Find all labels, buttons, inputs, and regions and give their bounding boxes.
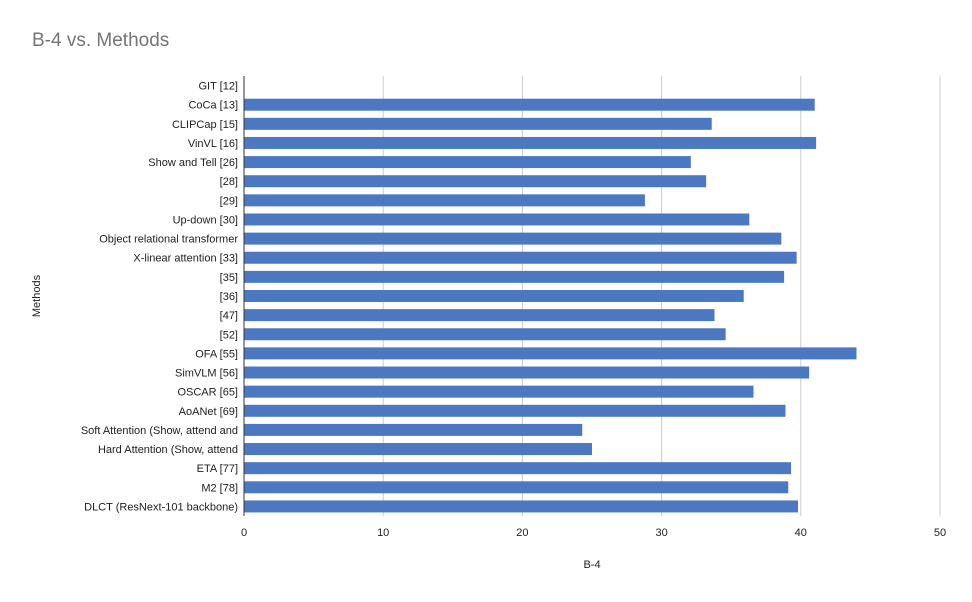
category-label: CLIPCap [15] (172, 119, 238, 131)
category-label: SimVLM [56] (175, 368, 238, 380)
bar (244, 194, 645, 207)
category-label: OFA [55] (195, 348, 238, 360)
x-tick-label: 50 (934, 527, 946, 539)
category-label: DLCT (ResNext-101 backbone) (84, 501, 238, 513)
chart-title: B-4 vs. Methods (32, 30, 170, 51)
category-label: X-linear attention [33] (133, 253, 238, 265)
category-label: [28] (220, 176, 238, 188)
category-label: Hard Attention (Show, attend (98, 444, 238, 456)
bar (244, 423, 583, 436)
bar (244, 156, 691, 169)
category-label: OSCAR [65] (177, 387, 238, 399)
bar (244, 500, 799, 513)
bar (244, 98, 815, 111)
category-label: ETA [77] (197, 463, 238, 475)
x-tick-label: 20 (516, 527, 528, 539)
y-axis-title: Methods (31, 274, 43, 317)
bar (244, 309, 715, 322)
category-label: [36] (220, 291, 238, 303)
x-tick-labels: 0 10 20 30 40 50 (241, 527, 946, 539)
bar (244, 117, 712, 130)
category-label: Up-down [30] (173, 214, 238, 226)
bar (244, 462, 792, 475)
category-label: AoANet [69] (179, 406, 238, 418)
category-label: CoCa [13] (188, 100, 238, 112)
bar (244, 347, 857, 360)
bar (244, 213, 750, 226)
category-label: Soft Attention (Show, attend and (81, 425, 238, 437)
bar (244, 175, 707, 188)
x-axis-title: B-4 (583, 559, 600, 571)
category-label: GIT [12] (198, 81, 238, 93)
category-label: Show and Tell [26] (148, 157, 238, 169)
category-label: [47] (220, 310, 238, 322)
x-tick-label: 40 (795, 527, 807, 539)
bar (244, 270, 785, 283)
category-label: Object relational transformer (99, 234, 238, 246)
category-label: [52] (220, 329, 238, 341)
x-tick-label: 30 (655, 527, 667, 539)
bar (244, 290, 744, 302)
category-label: [35] (220, 272, 238, 284)
category-label: [29] (220, 195, 238, 207)
bar (244, 328, 726, 341)
x-tick-label: 0 (241, 527, 247, 539)
bar (244, 366, 810, 379)
category-label: M2 [78] (201, 482, 238, 494)
category-label: VinVL [16] (188, 138, 238, 150)
bar (244, 232, 782, 245)
bar (244, 404, 786, 417)
bar (244, 136, 817, 149)
category-labels: GIT [12] CoCa [13] CLIPCap [15] VinVL [16] S… (81, 81, 239, 514)
bar (244, 385, 754, 398)
x-tick-label: 10 (377, 527, 389, 539)
bar (244, 443, 592, 456)
bar (244, 481, 789, 494)
bars (244, 98, 857, 513)
bar (244, 251, 797, 264)
